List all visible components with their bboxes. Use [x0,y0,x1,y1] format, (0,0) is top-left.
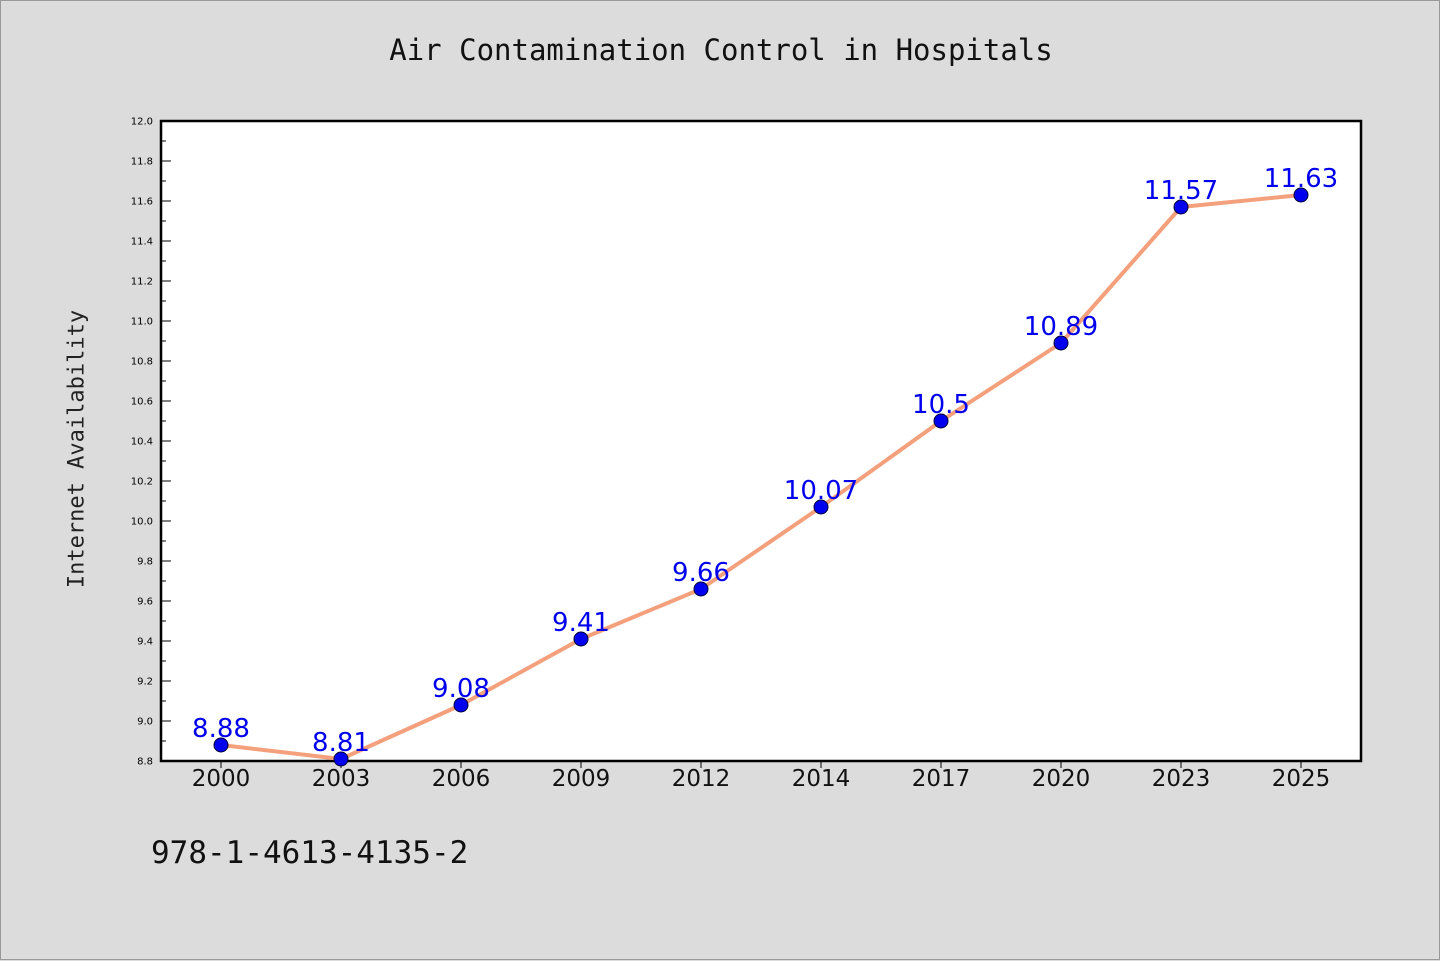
data-label: 10.89 [1024,312,1098,342]
y-tick-label: 10.6 [131,397,153,408]
axis-ticks: 8.8 9.0 9.2 9.4 9.6 9.8 10.0 10.2 10.4 10.6 10.8 11… [131,117,1363,792]
y-tick-label: 9.8 [137,557,153,568]
data-labels: 8.88 8.81 9.08 9.41 9.66 10.07 10.5 10.89 11.57 1… [192,164,1338,758]
y-tick-label: 12.0 [131,117,153,128]
y-tick-label: 11.8 [131,157,153,168]
y-tick-label: 8.8 [137,757,153,768]
data-label: 9.41 [552,608,610,638]
data-point [1053,335,1069,351]
data-point [813,499,829,515]
y-tick-label: 9.4 [137,637,153,648]
data-label: 11.63 [1264,164,1338,194]
x-tick-label: 2006 [432,766,491,792]
series-line [220,193,1302,761]
plot-area [161,121,1361,761]
chart-title: Air Contamination Control in Hospitals [389,33,1053,67]
data-label: 10.07 [784,476,858,506]
x-tick-label: 2017 [912,766,971,792]
data-point [1173,199,1189,215]
x-tick-label: 2025 [1272,766,1331,792]
data-point [213,737,229,753]
data-label: 9.08 [432,674,490,704]
y-tick-label: 11.2 [131,277,153,288]
x-tick-label: 2020 [1032,766,1091,792]
x-tick-label: 2003 [312,766,371,792]
data-label: 9.66 [672,558,730,588]
data-label: 8.88 [192,714,250,744]
y-tick-label: 10.2 [131,477,153,488]
data-point [573,631,589,647]
data-label: 8.81 [312,728,370,758]
y-tick-label: 10.0 [131,517,153,528]
data-point [693,581,709,597]
data-point [933,413,949,429]
x-tick-label: 2000 [192,766,251,792]
data-label: 10.5 [912,390,970,420]
y-tick-label: 9.0 [137,717,153,728]
y-tick-label: 11.0 [131,317,153,328]
x-tick-label: 2023 [1152,766,1211,792]
data-label: 11.57 [1144,176,1218,206]
y-tick-label: 11.6 [131,197,153,208]
y-tick-label: 10.8 [131,357,153,368]
data-point [1293,187,1309,203]
x-tick-label: 2009 [552,766,611,792]
x-tick-label: 2012 [672,766,731,792]
data-point [453,697,469,713]
y-tick-label: 10.4 [131,437,153,448]
data-markers [213,187,1309,767]
footer-isbn: 978-1-4613-4135-2 [151,835,469,871]
y-tick-label: 9.6 [137,597,153,608]
plot-frame [159,119,1363,763]
x-tick-label: 2014 [792,766,851,792]
y-tick-label: 9.2 [137,677,153,688]
y-tick-label: 11.4 [131,237,153,248]
data-point [333,751,349,767]
